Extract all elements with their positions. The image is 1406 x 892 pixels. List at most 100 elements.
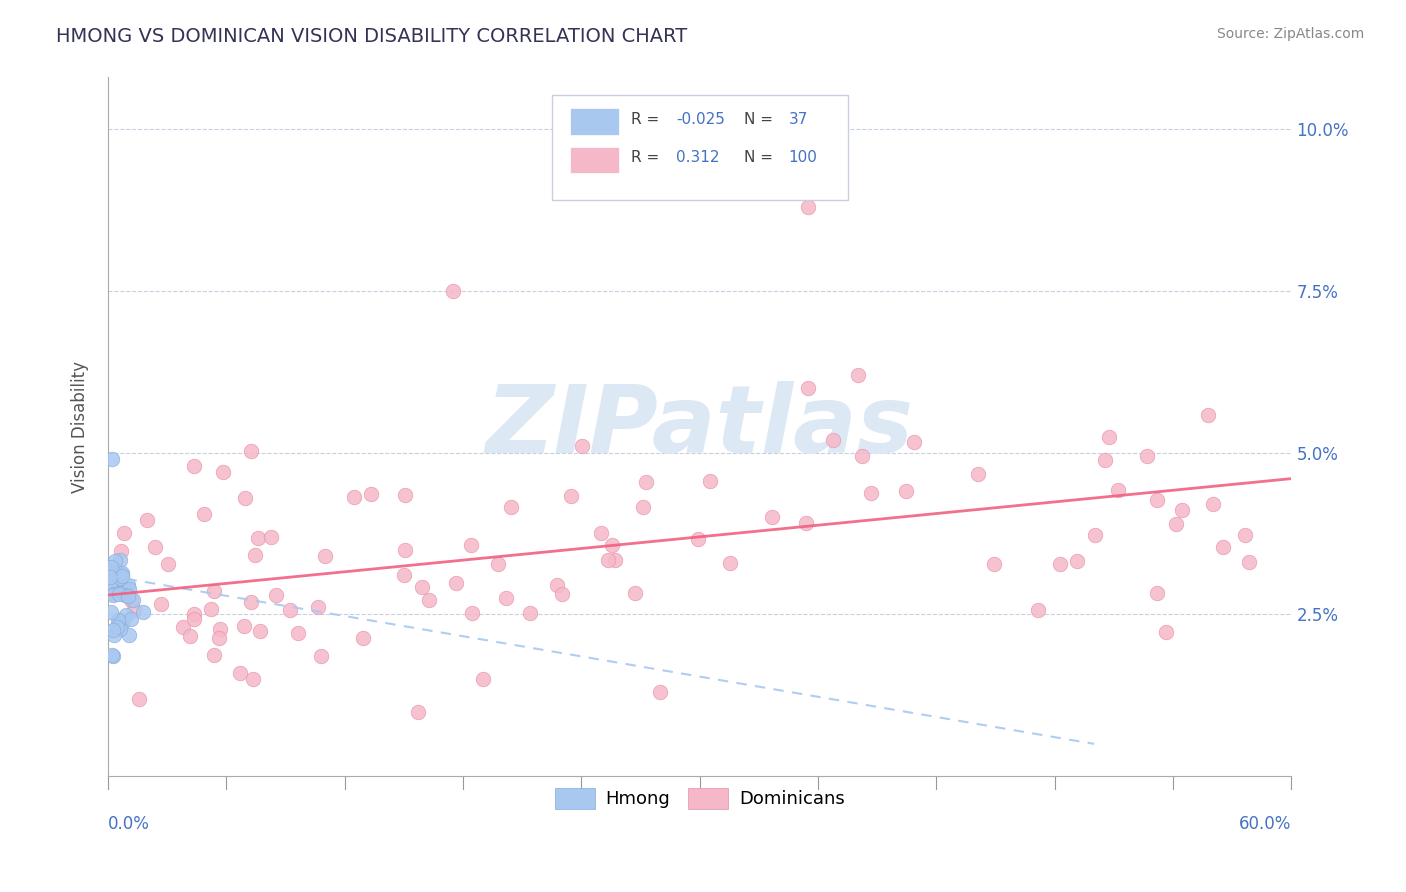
Point [208, 623, 231, 637]
Point [108, 622, 131, 636]
Point [249, 624, 271, 638]
Point [202, 648, 225, 663]
Point [851, 450, 873, 464]
Point [797, 381, 820, 395]
Point [108, 586, 131, 600]
Point [1136, 450, 1159, 464]
Point [418, 593, 440, 607]
Point [101, 648, 124, 662]
Point [307, 600, 329, 615]
Point [1049, 558, 1071, 572]
Point [624, 585, 647, 599]
Point [108, 587, 131, 601]
Point [1097, 430, 1119, 444]
Point [846, 368, 869, 382]
Point [1171, 502, 1194, 516]
Point [1154, 624, 1177, 639]
Point [571, 439, 593, 453]
Point [117, 582, 139, 596]
Point [967, 467, 990, 482]
Point [112, 581, 135, 595]
Text: 60.0%: 60.0% [1239, 815, 1292, 833]
Point [212, 465, 235, 479]
Point [118, 628, 141, 642]
Point [114, 588, 136, 602]
Point [128, 692, 150, 706]
Point [1084, 528, 1107, 542]
Point [100, 605, 122, 619]
Point [114, 607, 136, 622]
Point [112, 525, 135, 540]
Point [98, 566, 121, 580]
Text: HMONG VS DOMINICAN VISION DISABILITY CORRELATION CHART: HMONG VS DOMINICAN VISION DISABILITY COR… [56, 27, 688, 45]
Point [240, 444, 263, 458]
Text: Source: ZipAtlas.com: Source: ZipAtlas.com [1216, 27, 1364, 41]
Point [122, 603, 145, 617]
Point [111, 615, 134, 630]
Point [110, 571, 132, 585]
Point [821, 433, 844, 447]
Point [183, 612, 205, 626]
Point [1146, 586, 1168, 600]
Point [718, 556, 741, 570]
Point [699, 474, 721, 488]
Point [243, 549, 266, 563]
Point [132, 605, 155, 619]
Point [202, 584, 225, 599]
Point [117, 589, 139, 603]
Point [1066, 554, 1088, 568]
Point [101, 452, 124, 467]
Point [233, 619, 256, 633]
Point [1201, 498, 1223, 512]
Text: 0.312: 0.312 [676, 151, 720, 165]
Point [122, 593, 145, 607]
Point [499, 500, 522, 514]
Point [596, 552, 619, 566]
Point [360, 486, 382, 500]
Point [631, 500, 654, 514]
Point [183, 607, 205, 621]
Point [460, 538, 482, 552]
Point [461, 606, 484, 620]
Point [859, 485, 882, 500]
Point [103, 649, 125, 664]
Point [314, 549, 336, 563]
Point [108, 553, 131, 567]
Point [406, 705, 429, 719]
Point [103, 628, 125, 642]
Point [444, 575, 467, 590]
Text: 0.0%: 0.0% [108, 815, 150, 833]
Point [278, 603, 301, 617]
Point [441, 284, 464, 298]
Point [208, 631, 231, 645]
Point [896, 484, 918, 499]
Point [120, 592, 142, 607]
Text: ZIPatlas: ZIPatlas [485, 381, 914, 473]
Point [650, 685, 672, 699]
Point [1164, 516, 1187, 531]
Point [560, 490, 582, 504]
Point [117, 578, 139, 592]
Point [761, 510, 783, 524]
Legend: Hmong, Dominicans: Hmong, Dominicans [548, 780, 852, 816]
FancyBboxPatch shape [551, 95, 848, 200]
Point [903, 435, 925, 450]
Point [143, 540, 166, 554]
Text: N =: N = [744, 112, 778, 127]
Point [352, 631, 374, 645]
Point [103, 562, 125, 576]
Point [636, 475, 658, 489]
Point [110, 544, 132, 558]
Text: R =: R = [631, 112, 664, 127]
Point [120, 612, 142, 626]
Point [392, 567, 415, 582]
Point [110, 568, 132, 582]
Point [794, 516, 817, 530]
Point [519, 606, 541, 620]
Point [103, 587, 125, 601]
Y-axis label: Vision Disability: Vision Disability [72, 361, 89, 493]
Point [1028, 603, 1050, 617]
FancyBboxPatch shape [569, 146, 619, 173]
Point [309, 649, 332, 664]
Point [172, 620, 194, 634]
